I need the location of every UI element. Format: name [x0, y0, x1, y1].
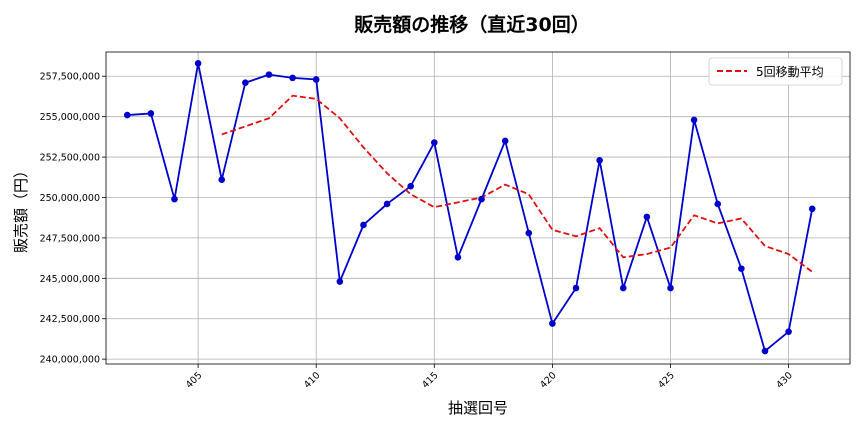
y-tick-label: 247,500,000 [40, 233, 100, 244]
sales-point [194, 60, 202, 67]
x-tick-label: 410 [302, 370, 323, 391]
sales-point [478, 195, 485, 203]
x-axis-label: 抽選回号 [448, 399, 508, 417]
x-tick-label: 405 [184, 370, 205, 391]
y-tick-label: 242,500,000 [40, 314, 100, 325]
x-tick-label: 430 [774, 370, 795, 391]
sales-point [808, 205, 816, 213]
sales-point [171, 195, 178, 203]
plot-frame [105, 51, 851, 365]
sales-point [690, 116, 698, 124]
y-axis-ticks: 240,000,000 242,500,000 245,000,000 247,500… [40, 72, 106, 366]
y-tick-label: 255,000,000 [40, 112, 100, 123]
sales-series-line [127, 63, 814, 353]
x-axis-ticks: 405 410 415 420 425 430 [184, 364, 795, 391]
sales-point [714, 200, 722, 208]
sales-point [549, 320, 556, 327]
legend: 5回移動平均 [708, 57, 843, 86]
sales-point [525, 229, 533, 237]
sales-point [336, 278, 344, 285]
sales-point [738, 265, 745, 272]
y-tick-label: 252,500,000 [40, 153, 100, 164]
y-tick-label: 240,000,000 [40, 355, 100, 366]
x-tick-label: 420 [538, 370, 559, 391]
sales-point [572, 284, 580, 292]
sales-point [242, 79, 249, 87]
sales-point [312, 76, 320, 83]
x-tick-label: 415 [420, 370, 441, 391]
y-axis-label: 販売額（円） [12, 163, 30, 253]
sales-point [147, 110, 155, 117]
y-tick-label: 250,000,000 [40, 193, 100, 204]
sales-point [761, 347, 769, 355]
sales-point [289, 74, 296, 82]
sales-point [596, 157, 603, 164]
sales-point [265, 71, 273, 78]
x-tick-label: 425 [656, 370, 677, 391]
sales-point [785, 328, 792, 335]
sales-point [619, 284, 627, 292]
sales-point [407, 182, 414, 190]
y-tick-label: 257,500,000 [40, 72, 100, 83]
sales-point [218, 176, 226, 184]
moving-average-line [221, 94, 813, 273]
sales-point [383, 200, 391, 208]
sales-point [501, 137, 509, 145]
series-lines [123, 60, 816, 355]
legend-label-moving-average: 5回移動平均 [756, 65, 824, 79]
sales-point [123, 111, 131, 119]
legend-box [708, 57, 843, 86]
sales-point [643, 213, 651, 221]
sales-point [360, 221, 367, 229]
sales-point [454, 254, 462, 261]
chart-title: 販売額の推移（直近30回） [354, 13, 589, 36]
sales-point [667, 284, 674, 292]
y-tick-label: 245,000,000 [40, 274, 100, 285]
sales-point [431, 139, 438, 146]
